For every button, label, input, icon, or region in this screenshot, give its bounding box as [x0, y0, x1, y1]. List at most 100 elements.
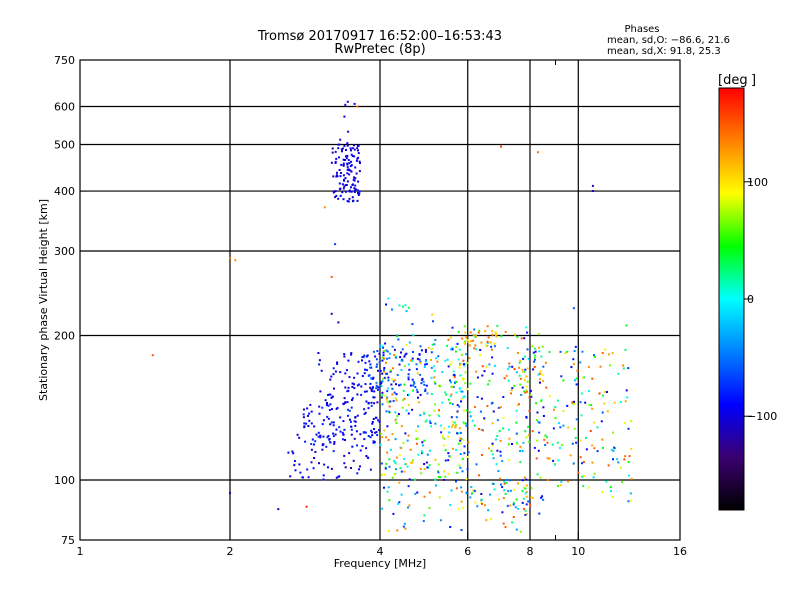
data-point	[386, 357, 388, 360]
data-point	[334, 433, 337, 436]
data-point	[527, 434, 530, 437]
data-point	[423, 514, 426, 517]
data-point	[525, 416, 528, 419]
data-point	[404, 304, 407, 307]
data-point	[356, 384, 359, 387]
data-point	[627, 367, 630, 370]
data-point	[404, 527, 407, 530]
data-point	[325, 445, 328, 448]
data-point	[354, 189, 356, 192]
data-point	[341, 380, 344, 383]
data-point	[430, 348, 433, 350]
data-point	[497, 406, 500, 409]
data-point	[378, 361, 381, 364]
data-point	[320, 369, 323, 372]
data-point	[363, 372, 366, 375]
data-point	[386, 400, 389, 403]
data-point	[402, 442, 405, 444]
data-point	[504, 492, 507, 495]
data-point	[447, 435, 450, 438]
data-point	[371, 386, 374, 389]
data-point	[333, 441, 336, 443]
data-point	[516, 335, 519, 338]
data-point	[572, 307, 575, 310]
data-point	[483, 370, 486, 373]
data-point	[298, 463, 301, 466]
data-point	[294, 469, 297, 472]
data-point	[322, 435, 325, 438]
data-point	[395, 383, 397, 386]
data-point	[353, 144, 355, 147]
data-point	[594, 356, 597, 358]
data-point	[512, 503, 515, 506]
data-point	[612, 449, 615, 452]
data-point	[377, 388, 379, 391]
data-point	[536, 439, 539, 442]
data-point	[419, 360, 422, 363]
data-point	[596, 450, 599, 453]
data-point	[486, 344, 489, 347]
data-point	[510, 392, 512, 395]
data-point	[432, 365, 435, 368]
data-point	[502, 497, 505, 499]
data-point	[619, 466, 622, 469]
data-point	[552, 459, 555, 462]
data-point	[464, 331, 467, 334]
x-tick-label: 16	[673, 545, 687, 558]
data-point	[444, 359, 447, 362]
data-point	[447, 472, 450, 475]
data-point	[591, 190, 594, 192]
data-point	[525, 495, 528, 498]
data-point	[353, 191, 356, 193]
data-point	[332, 191, 335, 194]
data-point	[518, 366, 520, 369]
data-point	[538, 512, 541, 515]
data-point	[566, 404, 569, 407]
data-point	[528, 440, 531, 443]
data-point	[331, 151, 334, 154]
data-point	[334, 190, 337, 193]
data-point	[397, 338, 400, 341]
data-point	[328, 409, 331, 411]
data-point	[394, 419, 397, 422]
data-point	[542, 365, 545, 368]
data-point	[488, 363, 491, 366]
data-point	[507, 379, 510, 382]
data-point	[318, 363, 321, 366]
data-point	[331, 147, 334, 150]
data-point	[346, 390, 349, 393]
data-point	[387, 376, 390, 379]
colorbar-bracket: ]	[751, 73, 756, 88]
data-point	[343, 353, 346, 356]
data-point	[503, 482, 506, 485]
data-point	[355, 430, 358, 433]
data-point	[361, 356, 364, 359]
data-point	[415, 363, 418, 366]
data-point	[343, 115, 346, 118]
data-point	[334, 162, 337, 164]
data-point	[487, 336, 490, 339]
data-point	[492, 444, 494, 446]
data-point	[330, 421, 333, 424]
data-point	[507, 428, 510, 431]
data-point	[537, 420, 540, 423]
data-point	[301, 476, 304, 479]
data-point	[526, 380, 529, 383]
data-point	[593, 447, 596, 450]
data-point	[348, 376, 351, 379]
data-point	[364, 411, 367, 414]
data-point	[357, 180, 360, 183]
data-point	[538, 350, 541, 353]
data-point	[473, 424, 476, 427]
data-point	[613, 446, 615, 449]
data-point	[429, 422, 432, 425]
data-point	[449, 395, 452, 398]
data-point	[360, 393, 363, 396]
data-point	[515, 432, 518, 435]
data-point	[363, 390, 366, 393]
data-point	[503, 480, 506, 483]
data-point	[454, 350, 457, 353]
data-point	[425, 419, 428, 422]
data-point	[396, 374, 399, 376]
data-point	[385, 462, 388, 465]
